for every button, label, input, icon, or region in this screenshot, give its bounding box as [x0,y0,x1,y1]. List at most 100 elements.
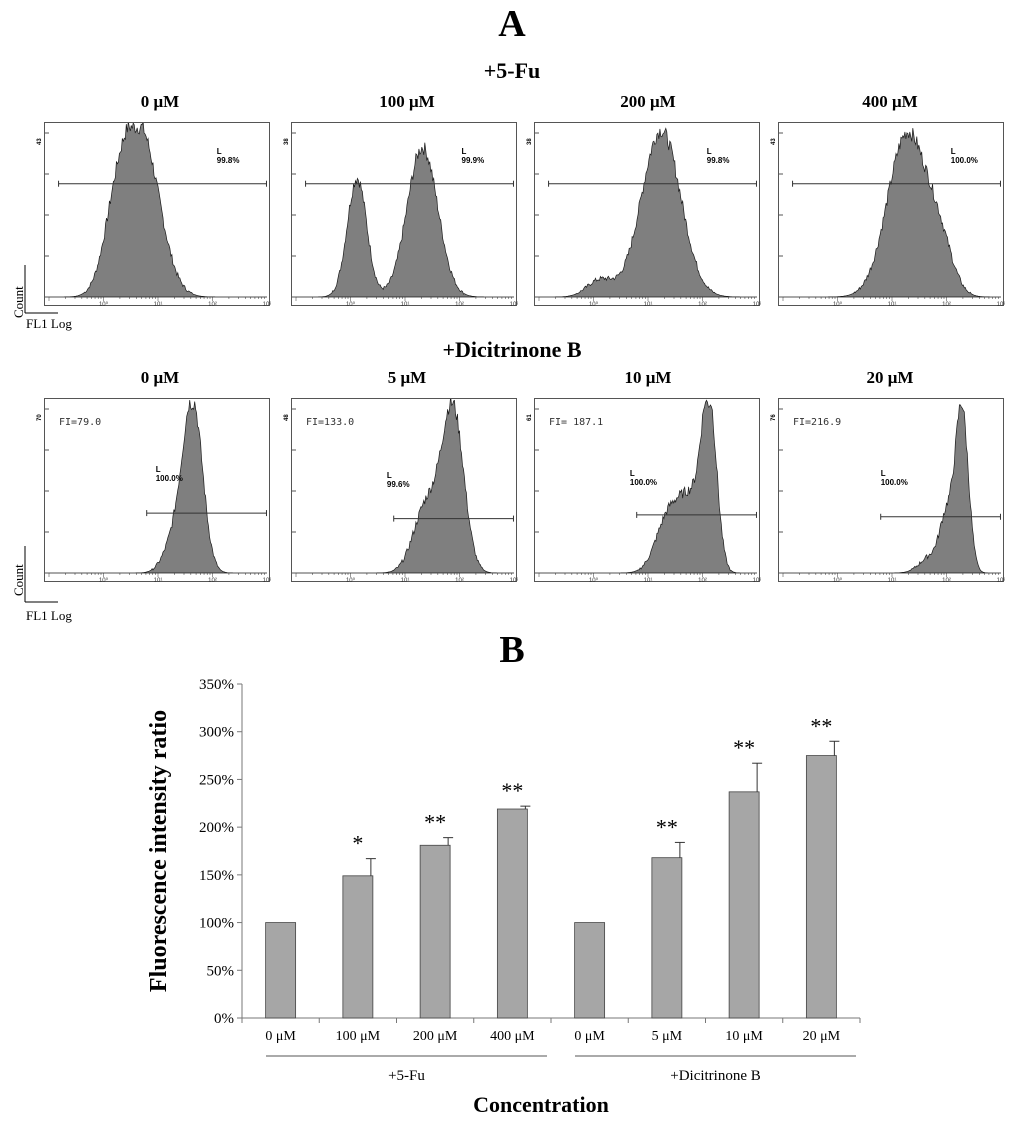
bar [574,922,606,1019]
bar [265,922,297,1019]
gate-label: L 99.6% [387,471,410,489]
x-tick-label: 10⁰ [346,301,356,307]
fi-value: FI=133.0 [306,417,355,428]
y-axis-label: Fluorescence intensity ratio [146,710,172,992]
bar [651,857,683,1019]
gate-percent: 100.0% [629,477,658,487]
significance-label: ** [810,713,832,738]
x-tick-label: 10⁰ [833,301,843,307]
x-axis-label: Concentration [473,1092,609,1117]
histogram-area [296,399,514,574]
histogram-area [539,399,757,574]
gate-percent: 99.8% [216,155,240,165]
group-label: +Dicitrinone B [670,1068,761,1084]
histogram-panel: 10⁰ 10¹ 10² 10³ L 99.9% 38 [284,122,518,307]
y-tick-label: 150% [199,868,234,884]
axis-x-note: FL1 Log [26,608,72,623]
gate-percent: 100.0% [155,474,183,484]
x-tick-label: 10⁰ [346,577,356,583]
gate-percent: 100.0% [880,477,908,487]
gate-name: L [155,465,161,475]
x-tick-label: 10³ [997,302,1005,307]
gate-name: L [629,468,635,478]
gate-name: L [706,146,712,156]
histogram-panel: 10⁰ 10¹ 10² 10³ L 99.8% 43 [37,122,271,307]
x-tick-label: 10² [208,578,217,583]
x-tick-label: 10¹ [401,302,410,307]
gate-name: L [386,470,392,480]
histogram-panel: 10⁰ 10¹ 10² 10³ L 100.0% 43 [771,122,1005,307]
significance-label: ** [424,810,446,835]
histogram-area [49,400,267,574]
fi-value: FI= 187.1 [549,417,604,428]
axis-corner [24,546,58,603]
gate-label: L 99.9% [462,147,485,165]
histogram-svg: 10⁰ 10¹ 10² 10³ [45,123,271,307]
significance-label: ** [656,814,678,839]
gate-name: L [461,146,467,156]
panel-b-label: B [499,629,525,671]
panel-title: 400 μM [862,92,918,111]
y-tick-label: 300% [199,725,234,741]
histogram-area [539,127,757,298]
x-tick-label: 10² [942,302,951,307]
gate-label: L 100.0% [156,465,183,483]
x-tick-label: 20 μM [803,1029,841,1044]
histogram-svg: 10⁰ 10¹ 10² 10³ [535,127,761,307]
histogram-svg: 10⁰ 10¹ 10² 10³ [292,132,518,307]
y-tick-label: 100% [199,916,234,932]
gate-name: L [950,146,956,156]
significance-label: ** [501,778,523,803]
x-tick-label: 10³ [997,578,1005,583]
histogram-panel: 10⁰ 10¹ 10² 10³ L 99.8% 38 [527,122,761,307]
panel-a-label: A [498,3,526,45]
x-tick-label: 400 μM [490,1029,535,1044]
group-title-5fu: +5-Fu [483,58,541,83]
gate-label: L 100.0% [881,469,908,487]
x-tick-label: 10² [942,578,951,583]
gate-label: L 100.0% [630,469,657,487]
y-tick-label: 350% [199,677,234,693]
y-tick-label: 250% [199,772,234,788]
x-tick-label: 10² [698,302,707,307]
histogram-panel: 10⁰ 10¹ 10² 10³ L 100.0% 76 FI=216.9 [771,398,1005,583]
gate-percent: 100.0% [950,155,978,165]
x-tick-label: 10¹ [644,578,653,583]
histogram-svg: 10⁰ 10¹ 10² 10³ [292,399,518,583]
gate-percent: 99.6% [386,479,410,489]
panel-title: 200 μM [620,92,676,111]
histogram-panel: 10⁰ 10¹ 10² 10³ L 100.0% 61 FI= 187.1 [527,398,761,583]
x-tick-label: 10¹ [154,578,163,583]
significance-label: ** [733,735,755,760]
x-tick-label: 10 μM [725,1029,763,1044]
gate-percent: 99.8% [706,155,730,165]
gate-name: L [880,468,886,478]
fi-value: FI=216.9 [793,417,842,428]
x-tick-label: 10² [455,302,464,307]
x-tick-label: 10³ [753,302,761,307]
gate-label: L 99.8% [217,147,240,165]
x-tick-label: 10¹ [401,578,410,583]
bar [419,844,451,1019]
x-tick-label: 10³ [263,578,271,583]
group-title-dicitrinone: +Dicitrinone B [442,337,582,362]
x-tick-label: 10⁰ [589,577,599,583]
panel-title: 100 μM [379,92,435,111]
x-tick-label: 5 μM [652,1029,683,1044]
group-label: +5-Fu [388,1068,425,1084]
x-tick-label: 10⁰ [589,301,599,307]
x-tick-label: 10⁰ [833,577,843,583]
panel-title: 10 μM [624,368,672,387]
x-tick-label: 10² [455,578,464,583]
x-tick-label: 10² [698,578,707,583]
gate-label: L 99.8% [707,147,730,165]
histogram-panel: 10⁰ 10¹ 10² 10³ L 100.0% 70 FI=79.0 [37,398,271,583]
histogram-svg: 10⁰ 10¹ 10² 10³ [779,404,1005,583]
panel-title: 0 μM [140,368,180,387]
bar [728,791,760,1019]
histogram-area [49,123,267,298]
panel-title: 5 μM [387,368,427,387]
x-tick-label: 200 μM [413,1029,458,1044]
x-tick-label: 0 μM [265,1029,296,1044]
x-tick-label: 0 μM [574,1029,605,1044]
